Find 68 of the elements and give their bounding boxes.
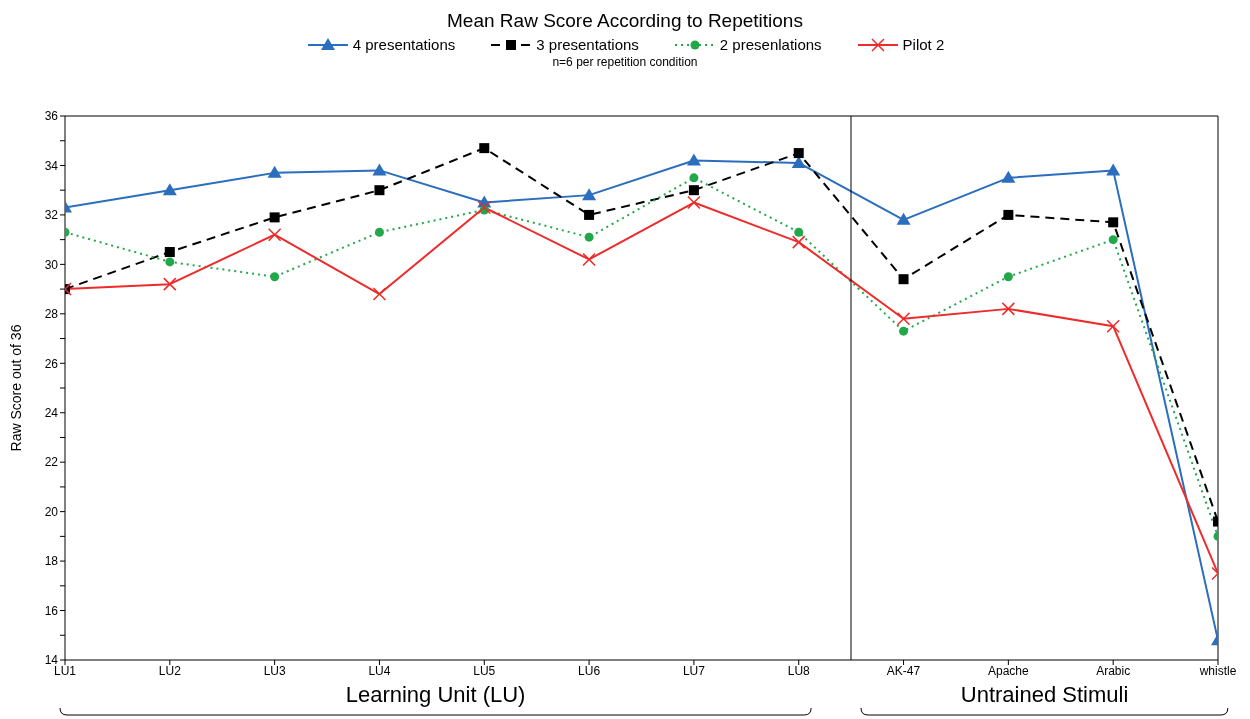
point bbox=[689, 173, 699, 183]
y-tick-label: 32 bbox=[44, 208, 59, 223]
x-tick-label: LU8 bbox=[787, 663, 811, 678]
legend-label: 4 presentations bbox=[352, 36, 456, 53]
point bbox=[794, 227, 804, 237]
x-tick-label: LU3 bbox=[263, 663, 286, 678]
point bbox=[896, 312, 911, 326]
legend-label: Pilot 2 bbox=[902, 36, 945, 53]
y-tick-label: 24 bbox=[44, 405, 59, 420]
point bbox=[791, 235, 806, 249]
point bbox=[584, 209, 595, 220]
point bbox=[584, 232, 594, 242]
point bbox=[1108, 235, 1118, 245]
x-tick-label: Arabic bbox=[1096, 663, 1131, 678]
point bbox=[372, 163, 387, 176]
point bbox=[1003, 209, 1014, 220]
point bbox=[163, 277, 177, 291]
x-tick-label: whistle bbox=[1198, 663, 1237, 678]
point bbox=[899, 326, 909, 336]
point bbox=[896, 212, 911, 225]
point bbox=[267, 227, 282, 242]
y-tick-label: 28 bbox=[44, 307, 59, 322]
x-tick-label: AK-47 bbox=[886, 663, 921, 678]
text: Untrained Stimuli bbox=[959, 682, 1130, 708]
point bbox=[374, 185, 385, 196]
chart-title: Mean Raw Score According to Repetitions bbox=[446, 10, 804, 32]
x-tick-label: Apache bbox=[988, 663, 1030, 678]
point bbox=[582, 252, 596, 267]
point bbox=[898, 274, 909, 285]
y-tick-label: 26 bbox=[44, 356, 59, 371]
y-tick-label: 36 bbox=[44, 109, 59, 124]
point bbox=[372, 287, 387, 301]
point bbox=[688, 185, 699, 196]
point bbox=[686, 153, 701, 166]
x-tick-label: LU5 bbox=[473, 663, 496, 678]
legend-label: 3 presentations bbox=[536, 36, 639, 53]
point bbox=[162, 183, 177, 196]
point bbox=[1106, 163, 1121, 176]
point bbox=[687, 195, 701, 210]
point bbox=[164, 247, 175, 257]
point bbox=[1108, 217, 1119, 228]
y-tick-label: 18 bbox=[44, 554, 59, 569]
y-axis-title: Raw Score out of 36 bbox=[7, 324, 24, 452]
x-tick-label: LU4 bbox=[368, 663, 391, 678]
point bbox=[1001, 302, 1016, 316]
y-tick-label: 16 bbox=[44, 603, 59, 618]
point bbox=[165, 257, 175, 267]
x-tick-label: LU2 bbox=[158, 663, 182, 678]
chart-subtitle: n=6 per repetition condition bbox=[551, 55, 699, 69]
point bbox=[270, 272, 280, 282]
point bbox=[793, 148, 804, 159]
point bbox=[1106, 319, 1120, 333]
point bbox=[269, 212, 280, 223]
x-tick-label: LU7 bbox=[682, 663, 706, 678]
text: Learning Unit (LU) bbox=[344, 682, 527, 708]
point bbox=[582, 188, 597, 201]
y-tick-label: 34 bbox=[44, 158, 59, 173]
point bbox=[1003, 272, 1013, 282]
y-tick-label: 30 bbox=[44, 257, 59, 272]
point bbox=[267, 165, 282, 178]
y-tick-label: 22 bbox=[44, 455, 59, 470]
legend-label: 2 presenlations bbox=[719, 36, 822, 53]
x-tick-label: LU6 bbox=[578, 663, 601, 678]
point bbox=[374, 227, 384, 237]
point bbox=[1001, 170, 1016, 183]
point bbox=[477, 200, 492, 215]
point bbox=[479, 143, 490, 154]
y-tick-label: 20 bbox=[44, 504, 59, 519]
